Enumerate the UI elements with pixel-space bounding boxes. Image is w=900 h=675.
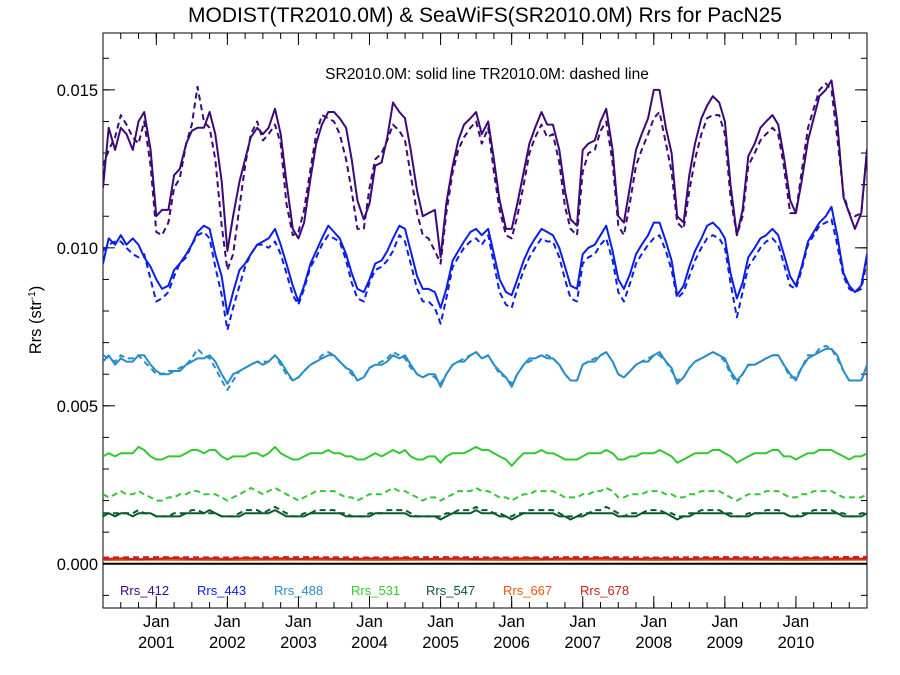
x-tick-year: 2008 bbox=[635, 634, 672, 652]
x-tick-year: 2006 bbox=[493, 634, 530, 652]
x-tick-month: Jan bbox=[214, 613, 241, 631]
y-axis-label-close: ) bbox=[27, 286, 45, 292]
rrs-412-solid-line bbox=[103, 79, 867, 259]
x-tick-month: Jan bbox=[569, 613, 596, 631]
legend-entry: Rrs_488 bbox=[274, 583, 323, 598]
y-axis-ticks: 0.000 0.005 0.010 0.015 bbox=[57, 57, 867, 596]
x-tick-year: 2009 bbox=[707, 634, 744, 652]
y-axis-label: Rrs (str-1) bbox=[27, 286, 45, 354]
x-tick-month: Jan bbox=[427, 613, 454, 631]
line-style-annotation: SR2010.0M: solid line TR2010.0M: dashed … bbox=[325, 66, 649, 83]
x-tick-month: Jan bbox=[356, 613, 383, 631]
legend: Rrs_412 Rrs_443 Rrs_488 Rrs_531 Rrs_547 Rrs_6… bbox=[120, 583, 629, 598]
y-axis-label-main: Rrs (str bbox=[27, 300, 45, 355]
rrs-531-solid-line bbox=[103, 445, 867, 467]
x-tick-month: Jan bbox=[640, 613, 667, 631]
x-tick-month: Jan bbox=[498, 613, 525, 631]
x-axis-ticks: Jan 2001 Jan 2002 Jan 2003 Jan 2004 Jan 2005 Jan 20… bbox=[120, 33, 850, 652]
x-tick-year: 2001 bbox=[138, 634, 175, 652]
y-tick-label: 0.010 bbox=[57, 240, 98, 258]
x-tick-year: 2002 bbox=[209, 634, 246, 652]
rrs-443-dashed-line bbox=[103, 218, 867, 331]
x-tick-month: Jan bbox=[783, 613, 810, 631]
y-tick-label: 0.000 bbox=[57, 556, 98, 574]
x-tick-month: Jan bbox=[143, 613, 170, 631]
legend-entry: Rrs_443 bbox=[197, 583, 246, 598]
rrs-678-dashed-line bbox=[103, 555, 867, 559]
rrs-412-dashed-line bbox=[103, 82, 867, 271]
y-tick-label: 0.005 bbox=[57, 398, 98, 416]
rrs-488-solid-line bbox=[103, 347, 867, 388]
rrs-531-dashed-line bbox=[103, 486, 867, 502]
y-axis-label-superscript: -1 bbox=[27, 291, 38, 300]
x-tick-year: 2007 bbox=[564, 634, 601, 652]
x-tick-year: 2003 bbox=[280, 634, 317, 652]
y-tick-label: 0.015 bbox=[57, 82, 98, 100]
x-tick-month: Jan bbox=[712, 613, 739, 631]
x-tick-year: 2004 bbox=[351, 634, 388, 652]
legend-entry: Rrs_667 bbox=[503, 583, 552, 598]
rrs-547-solid-line bbox=[103, 509, 867, 521]
rrs-443-solid-line bbox=[103, 205, 867, 316]
legend-entry: Rrs_531 bbox=[351, 583, 400, 598]
x-tick-year: 2010 bbox=[778, 634, 815, 652]
rrs-678-solid-line bbox=[103, 557, 867, 561]
rrs-488-dashed-line bbox=[103, 344, 867, 391]
legend-entry: Rrs_678 bbox=[580, 583, 629, 598]
chart-title: MODIST(TR2010.0M) & SeaWiFS(SR2010.0M) R… bbox=[188, 4, 782, 27]
legend-entry: Rrs_547 bbox=[426, 583, 475, 598]
x-tick-month: Jan bbox=[285, 613, 312, 631]
series-lines bbox=[103, 79, 867, 561]
rrs-547-dashed-line bbox=[103, 505, 867, 518]
legend-entry: Rrs_412 bbox=[120, 583, 169, 598]
x-tick-year: 2005 bbox=[422, 634, 459, 652]
plot-area-frame bbox=[102, 32, 868, 609]
